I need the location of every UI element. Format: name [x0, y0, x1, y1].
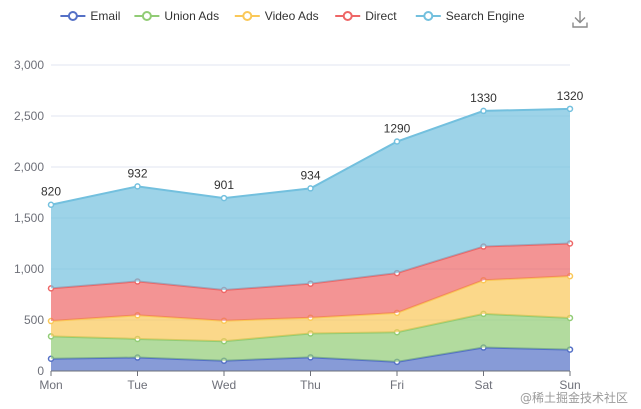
y-tick-label: 500	[24, 313, 44, 327]
data-point[interactable]	[480, 107, 487, 115]
x-tick-label: Thu	[300, 378, 321, 392]
y-tick-label: 0	[37, 364, 44, 378]
series-areas	[47, 105, 574, 371]
data-point[interactable]	[307, 185, 314, 192]
download-button[interactable]	[570, 8, 590, 30]
data-label: 932	[127, 166, 147, 180]
legend-item-video-ads[interactable]: Video Ads	[234, 9, 319, 23]
legend-marker	[141, 11, 152, 21]
data-label: 820	[41, 185, 61, 199]
x-tick-label: Sun	[559, 378, 580, 392]
data-point[interactable]	[47, 201, 55, 208]
area-direct	[51, 243, 570, 322]
data-point[interactable]	[220, 194, 228, 202]
legend-label: Email	[90, 9, 120, 23]
legend: Email Union Ads Video Ads Direct Search Engi…	[60, 9, 525, 23]
legend-item-direct[interactable]: Direct	[335, 9, 397, 23]
data-label: 1330	[470, 91, 497, 105]
data-labels: 820 932 901 934 1290 1330 1320	[41, 89, 584, 199]
data-point[interactable]	[393, 138, 401, 145]
legend-label: Search Engine	[446, 9, 525, 23]
legend-label: Direct	[365, 9, 397, 23]
legend-marker	[242, 11, 253, 21]
legend-item-search-engine[interactable]: Search Engine	[415, 9, 525, 23]
area-union-ads	[51, 313, 570, 362]
x-tick-label: Fri	[390, 378, 404, 392]
data-point[interactable]	[566, 105, 574, 113]
x-tick-label: Sat	[474, 378, 493, 392]
x-tick-label: Mon	[39, 378, 62, 392]
legend-label: Video Ads	[265, 9, 319, 23]
area-video-ads	[51, 276, 570, 342]
legend-marker	[423, 11, 434, 21]
legend-marker	[342, 11, 353, 21]
y-tick-label: 1,000	[14, 262, 44, 276]
area-search-engine	[51, 108, 570, 291]
download-icon	[572, 11, 588, 28]
legend-item-email[interactable]: Email	[60, 9, 120, 23]
legend-marker	[67, 11, 78, 21]
y-tick-label: 3,000	[14, 58, 44, 72]
data-label: 1320	[557, 89, 584, 103]
y-tick-label: 2,500	[14, 109, 44, 123]
y-tick-label: 1,500	[14, 211, 44, 225]
data-label: 1290	[384, 122, 411, 136]
data-label: 934	[300, 168, 320, 182]
watermark: @稀土掘金技术社区	[520, 390, 628, 405]
data-point[interactable]	[134, 183, 141, 190]
legend-item-union-ads[interactable]: Union Ads	[134, 9, 219, 23]
legend-label: Union Ads	[164, 9, 219, 23]
axes: 0 500 1,000 1,500 2,000 2,500 3,000 Mon Tue Wed Th…	[14, 58, 581, 392]
x-tick-label: Tue	[127, 378, 148, 392]
data-label: 901	[214, 178, 234, 192]
y-tick-label: 2,000	[14, 160, 44, 174]
x-tick-label: Wed	[212, 378, 236, 392]
